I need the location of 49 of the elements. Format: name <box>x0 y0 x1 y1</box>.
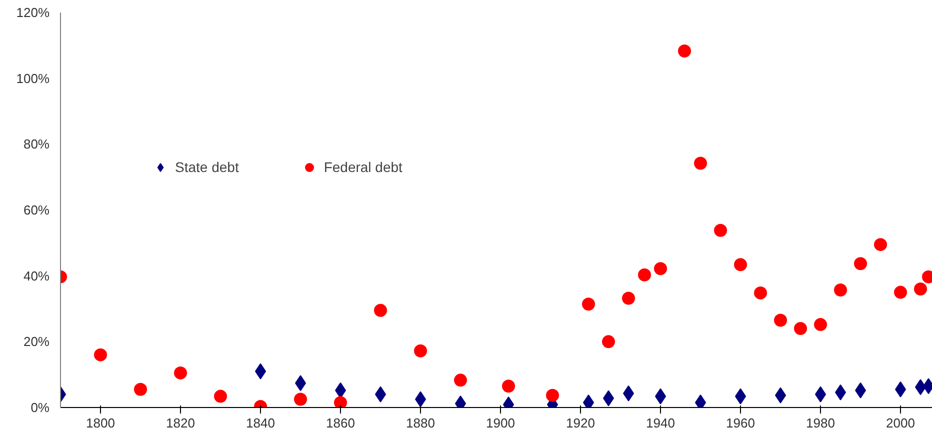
point <box>334 396 347 408</box>
point <box>638 268 651 282</box>
x-tick-label: 1980 <box>806 416 835 430</box>
point <box>874 238 887 252</box>
y-tick-label: 60% <box>23 202 50 218</box>
y-tick-label: 20% <box>23 334 50 350</box>
x-tick-label: 1800 <box>86 416 115 430</box>
point <box>454 374 467 387</box>
point <box>834 284 847 296</box>
point <box>502 380 515 393</box>
point <box>678 44 691 58</box>
point <box>714 224 727 237</box>
point <box>414 344 427 358</box>
point <box>134 382 147 396</box>
y-tick-label: 120% <box>16 5 50 20</box>
x-tick-label: 1920 <box>566 416 595 430</box>
point <box>622 292 635 305</box>
legend-label: Federal debt <box>324 159 402 175</box>
x-tick-label: 1820 <box>166 416 195 430</box>
y-tick-label: 100% <box>16 70 50 86</box>
point <box>94 348 107 362</box>
point <box>546 388 559 402</box>
point <box>754 286 767 300</box>
x-tick-label: 1960 <box>726 416 755 430</box>
x-tick-label: 1900 <box>486 416 515 430</box>
x-tick-label: 1880 <box>406 416 435 430</box>
point <box>582 298 595 311</box>
point <box>602 335 615 348</box>
x-tick-label: 1840 <box>246 416 275 430</box>
point <box>654 262 667 276</box>
point <box>694 156 707 170</box>
point <box>774 314 787 327</box>
x-tick-label: 1860 <box>326 416 355 430</box>
point <box>894 286 907 299</box>
y-tick-label: 40% <box>23 268 50 284</box>
point <box>734 258 747 272</box>
x-tick-label: 2000 <box>886 416 915 430</box>
point <box>854 257 867 270</box>
point <box>214 390 227 403</box>
point <box>914 282 927 296</box>
point <box>374 304 387 317</box>
point <box>794 322 807 335</box>
legend-label: State debt <box>175 159 239 175</box>
point <box>814 318 827 332</box>
point <box>294 392 307 406</box>
point <box>174 366 187 380</box>
y-tick-label: 80% <box>23 136 50 152</box>
x-tick-label: 1940 <box>646 416 675 430</box>
y-tick-label: 0% <box>30 400 50 415</box>
